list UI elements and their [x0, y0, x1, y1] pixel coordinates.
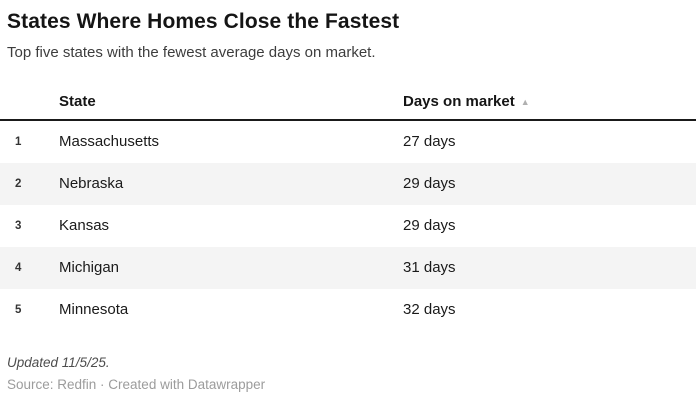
data-table: State Days on market ▲ 1 Massachusetts 27… [0, 84, 696, 331]
row-days-on-market: 27 days [403, 133, 456, 151]
table-row: 5 Minnesota 32 days [0, 289, 696, 331]
page-title: States Where Homes Close the Fastest [7, 10, 400, 33]
column-header-state[interactable]: State [59, 92, 96, 110]
table-row: 4 Michigan 31 days [0, 246, 696, 289]
column-header-days-on-market[interactable]: Days on market ▲ [403, 93, 696, 110]
row-rank: 2 [15, 177, 22, 190]
chart-footer: Updated 11/5/25. Source: Redfin · Create… [7, 355, 265, 392]
table-row: 2 Nebraska 29 days [0, 162, 696, 205]
row-days-on-market: 29 days [403, 217, 456, 235]
row-days-on-market: 29 days [403, 175, 456, 193]
row-days-on-market: 32 days [403, 301, 456, 319]
row-rank: 4 [15, 261, 22, 274]
row-state: Michigan [59, 259, 120, 277]
table-header-row: State Days on market ▲ [0, 84, 696, 121]
chart-subtitle: Top five states with the fewest average … [7, 44, 376, 62]
row-rank: 5 [15, 303, 22, 316]
updated-note: Updated 11/5/25. [7, 355, 110, 370]
row-state: Massachusetts [59, 133, 160, 151]
row-rank: 3 [15, 219, 22, 232]
table-row: 1 Massachusetts 27 days [0, 121, 696, 163]
source-attribution: Source: Redfin · Created with Datawrappe… [7, 377, 266, 392]
row-state: Minnesota [59, 301, 129, 319]
column-header-days-label: Days on market [403, 92, 515, 110]
table-row: 3 Kansas 29 days [0, 205, 696, 247]
sort-ascending-icon: ▲ [520, 96, 530, 107]
row-days-on-market: 31 days [403, 259, 456, 277]
row-state: Kansas [59, 217, 110, 235]
row-rank: 1 [15, 135, 22, 148]
chart-header: States Where Homes Close the Fastest Top… [0, 0, 696, 63]
row-state: Nebraska [59, 175, 124, 193]
table-body: 1 Massachusetts 27 days 2 Nebraska 29 da… [0, 121, 696, 331]
